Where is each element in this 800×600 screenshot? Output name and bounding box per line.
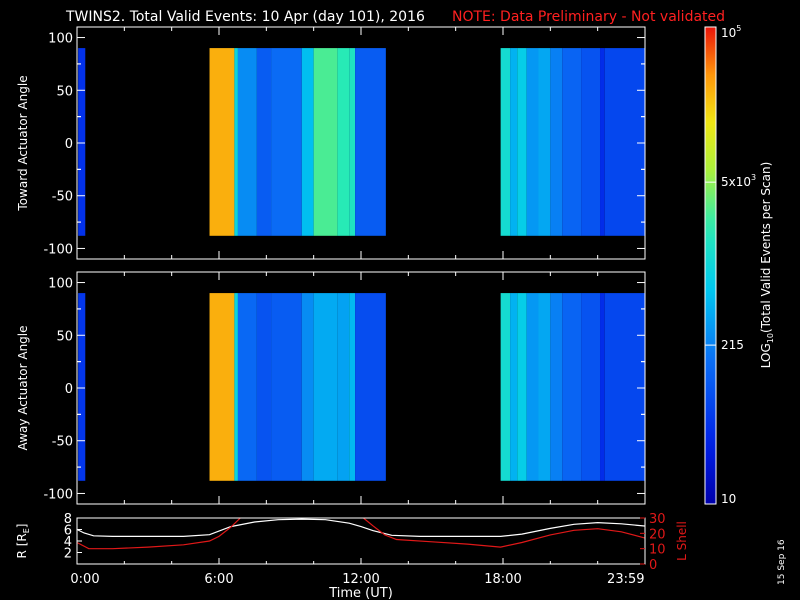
heatmap-cell-8 [337,293,350,481]
xtick-label: 18:00 [484,572,521,587]
colorbar-tick-label: 105 [721,24,741,40]
heatmap-cell-12 [510,293,518,481]
heatmap-cell-17 [562,293,582,481]
away-panel: 100 50 0 -50 -100 Away Actuator Angle [16,271,646,505]
heatmap-cell-11 [500,293,511,481]
ephemeris-right-label: L Shell [675,521,689,561]
heatmap-cell-4 [256,293,272,481]
ephemeris-left-label: R [RE] [15,524,31,559]
away-heatmap-cells [78,293,645,481]
ytick-label: -50 [52,190,73,205]
toward-axis-ticks: 100 50 0 -50 -100 [43,27,646,259]
heatmap-cell-20 [604,48,645,236]
right-tick-label: 30 [649,512,666,527]
chart-title: TWINS2. Total Valid Events: 10 Apr (day … [65,9,425,25]
colorbar-tick-label: 215 [721,338,744,352]
heatmap-cell-5 [271,293,302,481]
heatmap-cell-8 [337,48,350,236]
colorbar: 105 5x103 215 10 LOG10(Total Valid Events p… [704,24,775,506]
l-shell-line-2 [363,517,645,548]
heatmap-cell-18 [581,48,601,236]
heatmap-cell-12 [510,48,518,236]
heatmap-cell-7 [313,48,338,236]
colorbar-tick-label: 5x103 [721,173,756,189]
heatmap-cell-14 [526,48,539,236]
heatmap-cell-17 [562,48,582,236]
heatmap-cell-10 [355,48,386,236]
heatmap-cell-13 [517,48,527,236]
heatmap-cell-19 [600,293,605,481]
date-stamp: 15 Sep 16 [777,539,787,585]
xtick-label: 6:00 [204,572,233,587]
heatmap-cell-10 [355,293,386,481]
heatmap-cell-6 [301,48,314,236]
heatmap-cell-20 [604,293,645,481]
xtick-label: 12:00 [342,572,379,587]
heatmap-cell-3 [237,293,257,481]
right-tick-label: 20 [649,527,666,542]
heatmap-cell-19 [600,48,605,236]
heatmap-cell-9 [349,48,356,236]
heatmap-cell-4 [256,48,272,236]
heatmap-cell-2 [234,48,238,236]
toward-heatmap-cells [78,48,645,236]
heatmap-cell-3 [237,48,257,236]
heatmap-cell-18 [581,293,601,481]
heatmap-cell-1 [209,48,235,236]
heatmap-cell-15 [538,48,551,236]
left-tick-label: 6 [64,524,72,539]
heatmap-cell-15 [538,293,551,481]
ytick-label: 100 [48,32,73,47]
xtick-label: 23:59 [607,572,644,587]
l-shell-line-1 [76,517,241,550]
heatmap-cell-13 [517,293,527,481]
colorbar-ticks: 105 5x103 215 10 [705,24,756,506]
ytick-label: 0 [65,137,73,152]
away-ylabel: Away Actuator Angle [16,325,30,450]
left-tick-label: 8 [64,512,72,527]
heatmap-cell-1 [209,293,235,481]
preliminary-note: NOTE: Data Preliminary - Not validated [452,9,725,25]
ytick-label: -100 [43,487,73,502]
away-axis-ticks: 100 50 0 -50 -100 [43,272,646,504]
ytick-label: 50 [56,84,73,99]
right-tick-label: 0 [649,558,657,573]
xtick-label: 0:00 [70,572,99,587]
ytick-label: -100 [43,242,73,257]
ytick-label: 100 [48,277,73,292]
heatmap-cell-11 [500,48,511,236]
left-tick-label: 4 [64,535,72,550]
ephemeris-lines [76,517,645,550]
left-tick-label: 2 [64,547,72,562]
right-tick-label: 10 [649,543,666,558]
heatmap-cell-14 [526,293,539,481]
heatmap-cell-6 [301,293,314,481]
toward-ylabel: Toward Actuator Angle [16,75,30,211]
heatmap-cell-2 [234,293,238,481]
ytick-label: 0 [65,382,73,397]
heatmap-cell-5 [271,48,302,236]
colorbar-tick-label: 10 [721,492,736,506]
ytick-label: 50 [56,329,73,344]
colorbar-label: LOG10(Total Valid Events per Scan) [759,162,775,369]
heatmap-cell-16 [550,48,563,236]
r-distance-line-0 [76,518,645,538]
ytick-label: -50 [52,435,73,450]
time-axis-label: Time (UT) [328,586,393,600]
heatmap-cell-0 [78,48,86,236]
colorbar-gradient [704,26,717,505]
heatmap-cell-16 [550,293,563,481]
heatmap-cell-9 [349,293,356,481]
toward-panel: 100 50 0 -50 -100 Toward Actuator Angle [16,26,646,260]
heatmap-cell-7 [313,293,338,481]
heatmap-cell-0 [78,293,86,481]
